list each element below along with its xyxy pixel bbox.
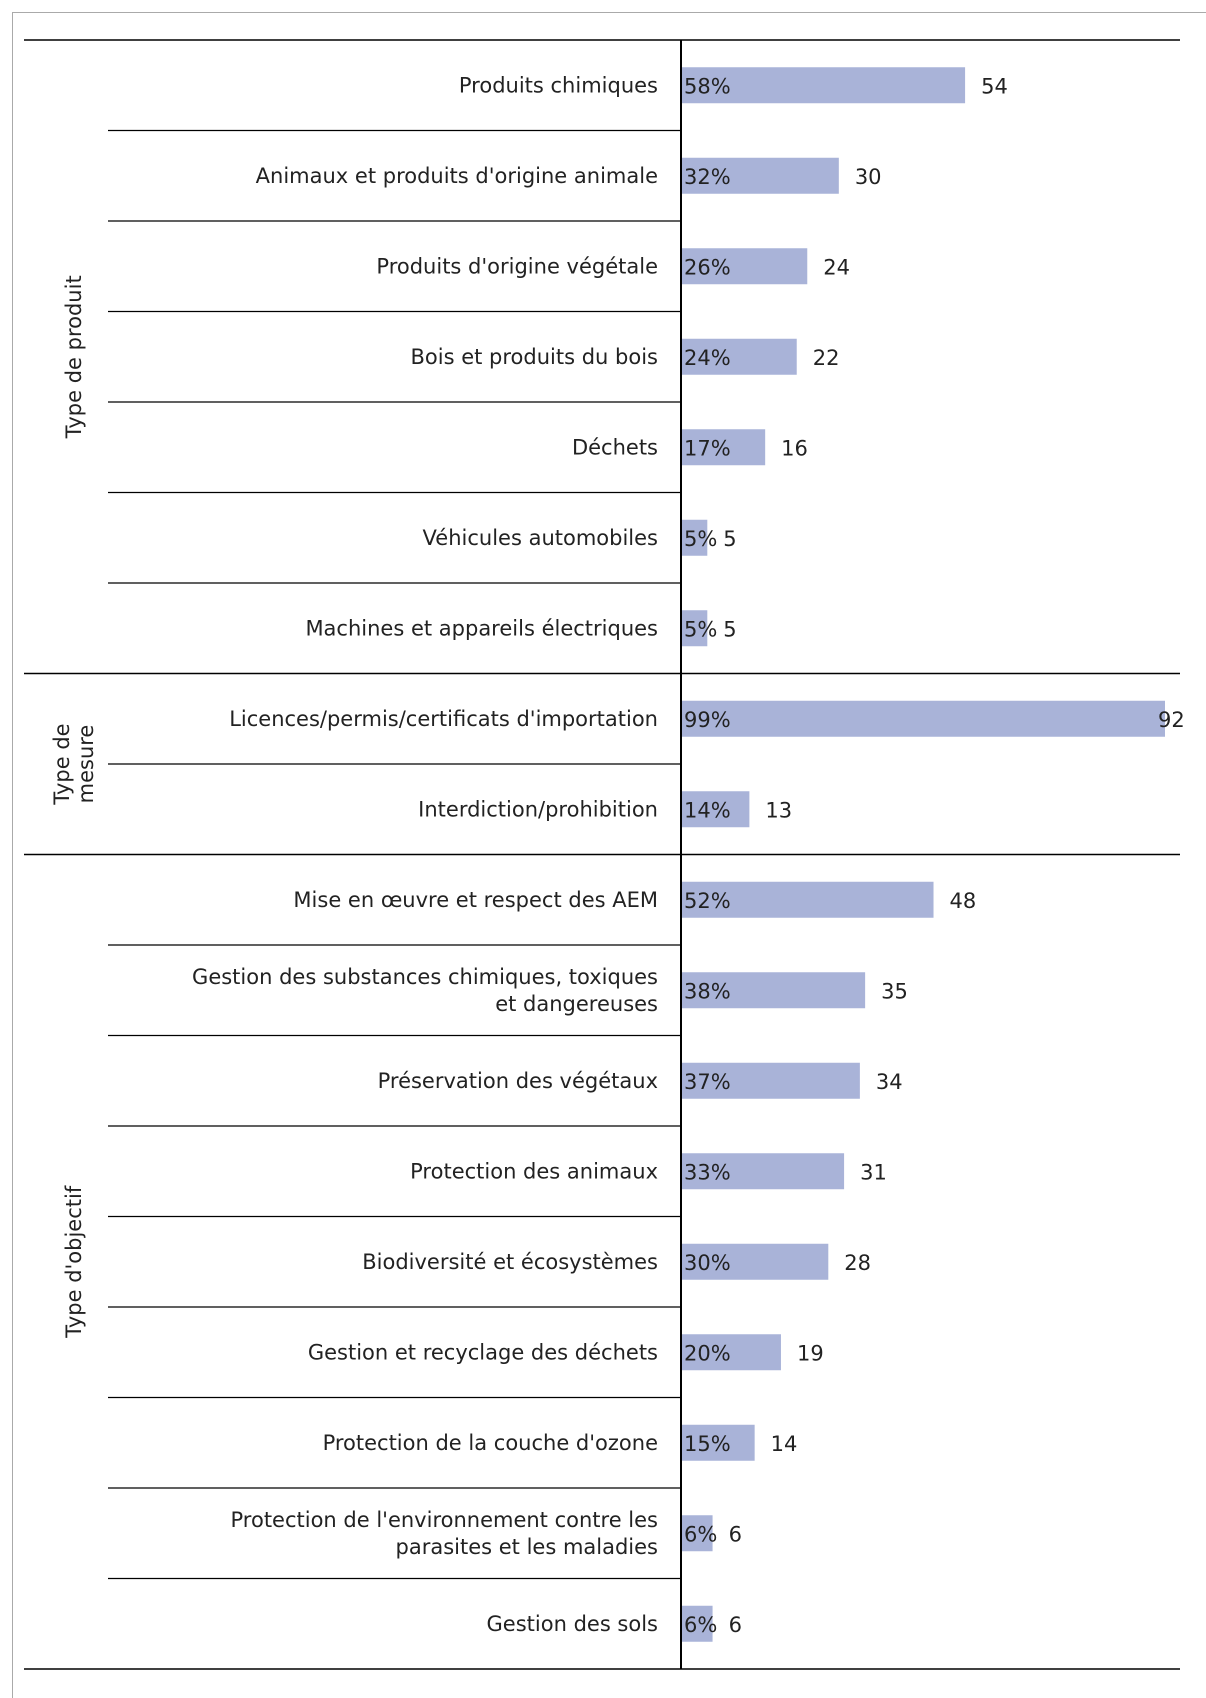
- group-label: Type de produit: [62, 275, 86, 439]
- value-label: 5: [723, 527, 736, 551]
- category-label: Gestion des sols: [487, 1612, 658, 1636]
- bar: [681, 338, 797, 375]
- category-label: Produits d'origine végétale: [376, 254, 658, 278]
- percent-label: 37%: [684, 1070, 731, 1094]
- value-label: 5: [723, 617, 736, 641]
- percent-label: 17%: [684, 436, 731, 460]
- group-label: Type d'objectif: [62, 1185, 86, 1339]
- category-label: Gestion des substances chimiques, toxiqu…: [192, 965, 658, 1016]
- percent-label: 20%: [684, 1341, 731, 1365]
- percent-label: 58%: [684, 74, 731, 98]
- bar: [681, 67, 966, 104]
- value-label: 24: [823, 255, 850, 279]
- value-label: 14: [771, 1432, 798, 1456]
- category-label: Véhicules automobiles: [423, 526, 658, 550]
- value-label: 54: [981, 74, 1008, 98]
- bar: [681, 972, 866, 1009]
- percent-label: 52%: [684, 889, 731, 913]
- bar: [681, 1605, 713, 1642]
- percent-label: 30%: [684, 1251, 731, 1275]
- percent-label: 6%: [684, 1522, 717, 1546]
- category-label: Machines et appareils électriques: [305, 616, 658, 640]
- percent-label: 33%: [684, 1160, 731, 1184]
- value-label: 6: [729, 1522, 742, 1546]
- group-label: Type demesure: [50, 723, 98, 805]
- value-label: 19: [797, 1341, 824, 1365]
- bar: [681, 248, 808, 285]
- category-label: Bois et produits du bois: [411, 345, 658, 369]
- bar: [681, 519, 708, 556]
- category-label: Produits chimiques: [459, 73, 658, 97]
- percent-label: 38%: [684, 979, 731, 1003]
- value-label: 13: [765, 798, 792, 822]
- percent-label: 15%: [684, 1432, 731, 1456]
- category-label: Licences/permis/certificats d'importatio…: [229, 707, 658, 731]
- percent-label: 14%: [684, 798, 731, 822]
- category-label: Biodiversité et écosystèmes: [362, 1250, 658, 1274]
- percent-label: 5%: [684, 617, 717, 641]
- percent-label: 99%: [684, 708, 731, 732]
- chart-frame: [12, 12, 1206, 1698]
- category-label: Gestion et recyclage des déchets: [308, 1340, 658, 1364]
- bar: [681, 429, 766, 466]
- bar: [681, 610, 708, 647]
- bar: [681, 881, 934, 918]
- bar: [681, 1515, 713, 1552]
- value-label: 30: [855, 165, 882, 189]
- percent-label: 5%: [684, 527, 717, 551]
- value-label: 31: [860, 1160, 887, 1184]
- category-label: Protection de l'environnement contre les…: [231, 1508, 659, 1559]
- bar: [681, 700, 1165, 737]
- bar: [681, 1062, 860, 1099]
- percent-label: 6%: [684, 1613, 717, 1637]
- percent-label: 32%: [684, 165, 731, 189]
- bar: [681, 1424, 755, 1461]
- category-label: Préservation des végétaux: [378, 1069, 658, 1093]
- value-label: 22: [813, 346, 840, 370]
- bar: [681, 1153, 845, 1190]
- value-label: 48: [950, 889, 977, 913]
- value-label: 28: [844, 1251, 871, 1275]
- value-label: 34: [876, 1070, 903, 1094]
- bar: [681, 1334, 781, 1371]
- category-label: Protection des animaux: [410, 1159, 658, 1183]
- value-label: 16: [781, 436, 808, 460]
- value-label: 92: [1158, 708, 1185, 732]
- value-label: 6: [729, 1613, 742, 1637]
- category-label: Mise en œuvre et respect des AEM: [293, 888, 658, 912]
- percent-label: 24%: [684, 346, 731, 370]
- category-label: Animaux et produits d'origine animale: [256, 164, 658, 188]
- category-label: Protection de la couche d'ozone: [323, 1431, 658, 1455]
- bar: [681, 157, 839, 194]
- bar: [681, 791, 750, 828]
- bar: [681, 1243, 829, 1280]
- category-label: Interdiction/prohibition: [418, 797, 658, 821]
- percent-label: 26%: [684, 255, 731, 279]
- value-label: 35: [881, 979, 908, 1003]
- category-label: Déchets: [572, 435, 658, 459]
